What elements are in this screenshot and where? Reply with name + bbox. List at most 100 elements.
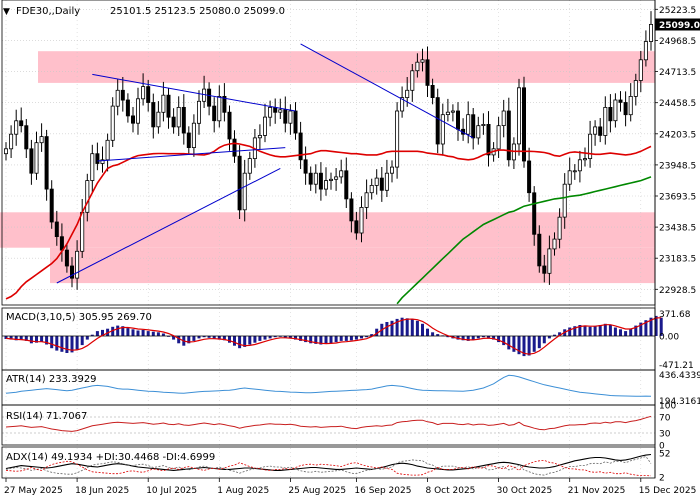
price-candle (522, 76, 527, 168)
price-candle (70, 257, 75, 288)
candle-body (572, 170, 577, 173)
price-candle (308, 166, 313, 191)
macd-histogram-bar (568, 327, 572, 336)
macd-histogram-bar (466, 336, 470, 341)
macd-histogram-bar (121, 326, 125, 336)
price-candle (430, 78, 435, 105)
macd-histogram-bar (80, 336, 84, 346)
macd-histogram-bar (40, 336, 44, 342)
candle-body (588, 133, 593, 159)
candle-body (450, 110, 455, 113)
price-candle (537, 225, 542, 273)
price-candle (64, 243, 69, 273)
macd-histogram-bar (502, 336, 506, 346)
price-candle (643, 30, 648, 67)
macd-histogram-bar (354, 336, 358, 340)
macd-histogram-bar (624, 331, 628, 336)
candle-body (232, 138, 237, 157)
price-candle (359, 196, 364, 243)
macd-histogram-bar (288, 336, 292, 339)
macd-histogram-bar (207, 336, 211, 338)
candle-body (217, 96, 222, 122)
price-candle (257, 124, 262, 150)
price-candle (222, 83, 227, 122)
macd-histogram-bar (578, 325, 582, 336)
candle-body (34, 142, 39, 174)
candle-body (405, 89, 410, 99)
price-candle (608, 94, 613, 133)
rsi-tick-label: 0 (659, 442, 665, 452)
macd-histogram-bar (497, 336, 501, 343)
resistance-zone (38, 51, 655, 83)
price-candle (364, 179, 369, 219)
candle-body (649, 23, 654, 42)
macd-histogram-bar (547, 336, 551, 339)
price-candle (100, 146, 105, 173)
macd-histogram-bar (222, 336, 226, 341)
collapse-icon[interactable]: ▼ (3, 7, 10, 17)
price-tick-label: 23948.5 (659, 161, 696, 171)
resistance-zone (0, 212, 655, 248)
macd-histogram-bar (65, 336, 69, 353)
macd-histogram-bar (268, 336, 272, 339)
macd-histogram-bar (426, 328, 429, 336)
price-candle (501, 99, 506, 138)
price-candle (90, 144, 95, 193)
macd-histogram-bar (487, 336, 490, 338)
candle-body (166, 94, 171, 118)
candle-body (278, 109, 283, 113)
macd-histogram-bar (507, 336, 511, 350)
price-candle (186, 126, 191, 155)
macd-histogram-bar (583, 325, 587, 336)
price-candle (567, 157, 572, 191)
macd-histogram-bar (334, 336, 338, 343)
candle-body (207, 88, 212, 107)
price-candle (227, 105, 232, 151)
price-candle (496, 116, 501, 158)
macd-histogram-bar (126, 328, 130, 336)
price-candle (130, 107, 135, 133)
rsi-tick-label: 100 (659, 402, 676, 412)
candle-body (95, 153, 100, 164)
price-candle (313, 164, 318, 194)
price-candle (649, 11, 654, 51)
macd-histogram-bar (436, 334, 440, 336)
price-tick-label: 23183.5 (659, 255, 696, 265)
price-candle (344, 157, 349, 208)
date-tick-label: 16 Sep 2025 (354, 486, 411, 496)
price-candle (54, 210, 59, 246)
price-candle (517, 78, 522, 156)
macd-histogram-bar (197, 336, 201, 339)
price-candle (633, 73, 638, 106)
macd-histogram-bar (492, 336, 496, 340)
candle-body (344, 170, 349, 200)
macd-histogram-bar (146, 331, 150, 336)
price-candle (14, 109, 19, 146)
price-candle (110, 97, 115, 147)
price-candle (349, 192, 354, 233)
price-candle (572, 164, 577, 180)
macd-histogram-bar (619, 329, 622, 336)
price-candle (171, 108, 176, 134)
candle-body (598, 126, 603, 136)
rsi-tick-label: 30 (659, 430, 671, 440)
candle-body (583, 158, 588, 161)
macd-histogram-bar (294, 336, 297, 340)
price-candle (75, 240, 80, 290)
price-candle (628, 83, 633, 122)
candle-body (445, 111, 450, 115)
candle-body (471, 114, 476, 139)
price-candle (354, 211, 359, 240)
macd-histogram-bar (593, 326, 597, 336)
price-candle (176, 96, 181, 136)
macd-histogram-bar (639, 322, 643, 336)
macd-histogram-bar (410, 318, 414, 336)
price-candle (506, 97, 511, 167)
price-tick-label: 24968.5 (659, 37, 696, 47)
candle-body (577, 159, 582, 172)
rsi-title: RSI(14) 71.7067 (6, 411, 87, 422)
candle-body (227, 111, 232, 140)
candle-body (339, 170, 344, 178)
macd-histogram-bar (319, 336, 323, 345)
